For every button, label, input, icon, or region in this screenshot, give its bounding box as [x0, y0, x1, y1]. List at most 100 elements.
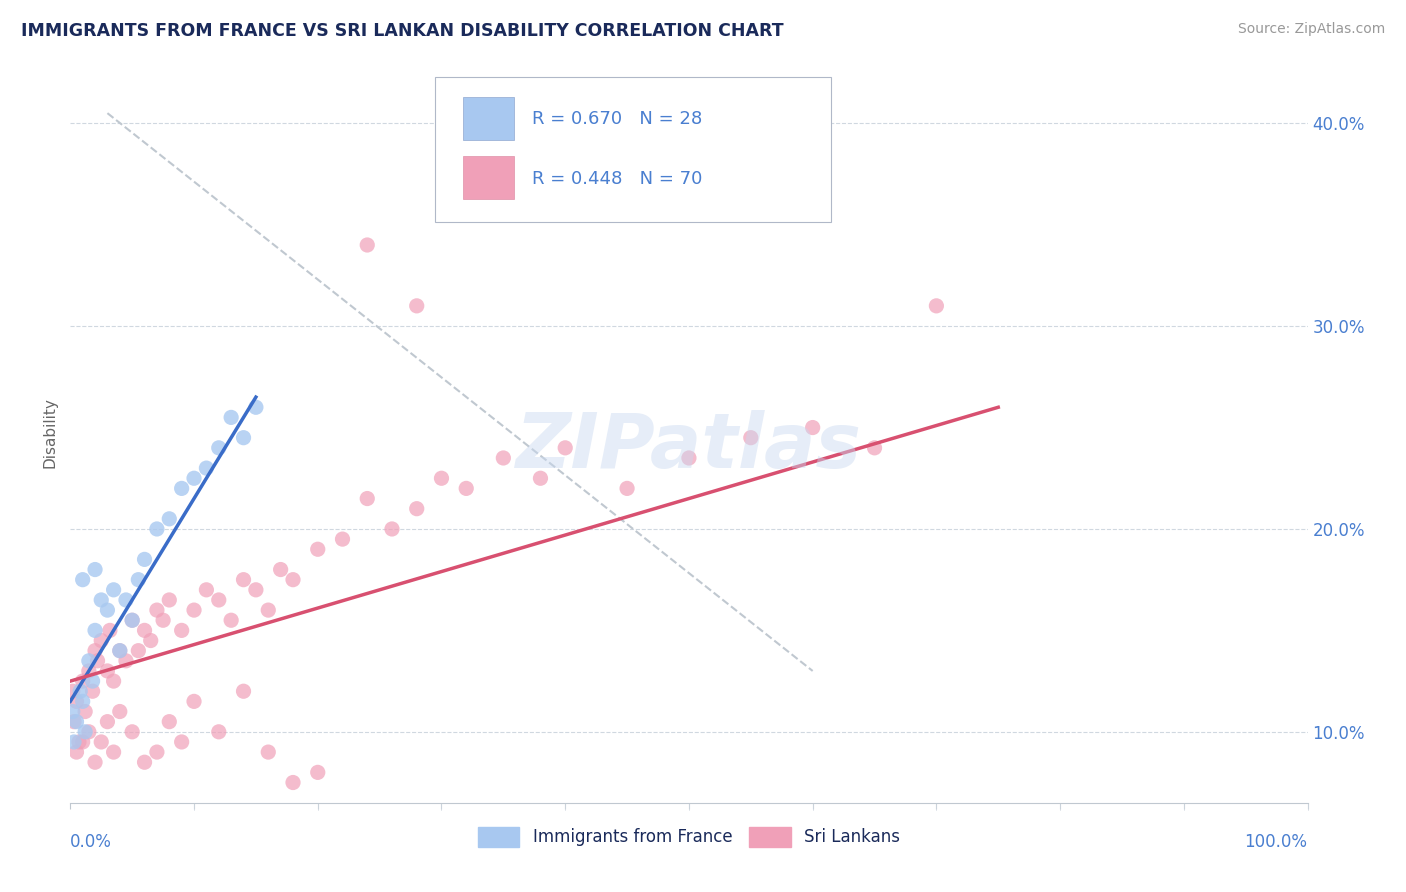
Point	[678, 450, 700, 465]
Point	[219, 410, 242, 425]
Point	[245, 582, 267, 597]
Point	[77, 664, 100, 678]
Point	[98, 624, 121, 638]
Point	[86, 654, 108, 668]
Point	[356, 491, 378, 506]
Point	[72, 674, 94, 689]
Text: 100.0%: 100.0%	[1244, 833, 1308, 851]
Point	[90, 735, 112, 749]
Point	[183, 694, 205, 708]
Point	[96, 714, 118, 729]
Point	[456, 482, 478, 496]
Point	[208, 441, 231, 455]
Point	[63, 714, 86, 729]
Point	[208, 593, 231, 607]
Point	[127, 573, 149, 587]
Point	[115, 654, 138, 668]
Point	[65, 694, 87, 708]
Point	[232, 573, 254, 587]
Point	[65, 714, 87, 729]
Point	[75, 705, 97, 719]
Text: ZIPatlas: ZIPatlas	[516, 410, 862, 484]
Point	[157, 593, 180, 607]
Point	[62, 705, 84, 719]
Point	[332, 532, 354, 546]
Point	[77, 654, 100, 668]
Point	[801, 420, 824, 434]
Point	[115, 593, 138, 607]
Point	[157, 714, 180, 729]
Point	[529, 471, 551, 485]
Point	[90, 633, 112, 648]
Point	[356, 238, 378, 252]
Point	[84, 624, 107, 638]
Point	[270, 562, 292, 576]
Point	[183, 471, 205, 485]
Point	[307, 765, 329, 780]
Point	[134, 552, 156, 566]
Point	[127, 643, 149, 657]
Point	[103, 674, 125, 689]
Point	[69, 684, 91, 698]
Point	[307, 542, 329, 557]
Y-axis label: Disability: Disability	[42, 397, 58, 468]
Point	[103, 582, 125, 597]
Point	[146, 522, 169, 536]
Point	[554, 441, 576, 455]
Point	[77, 724, 100, 739]
Point	[208, 724, 231, 739]
Point	[381, 522, 404, 536]
Point	[103, 745, 125, 759]
Point	[108, 643, 131, 657]
Point	[72, 735, 94, 749]
Point	[108, 643, 131, 657]
Point	[62, 684, 84, 698]
Text: R = 0.670   N = 28: R = 0.670 N = 28	[531, 110, 702, 128]
Text: IMMIGRANTS FROM FRANCE VS SRI LANKAN DISABILITY CORRELATION CHART: IMMIGRANTS FROM FRANCE VS SRI LANKAN DIS…	[21, 22, 783, 40]
FancyBboxPatch shape	[463, 156, 515, 200]
Point	[121, 724, 143, 739]
Text: Source: ZipAtlas.com: Source: ZipAtlas.com	[1237, 22, 1385, 37]
Point	[616, 482, 638, 496]
Point	[134, 756, 156, 770]
FancyBboxPatch shape	[436, 78, 831, 221]
Point	[67, 735, 90, 749]
Point	[405, 501, 427, 516]
Point	[72, 573, 94, 587]
Point	[492, 450, 515, 465]
Text: R = 0.448   N = 70: R = 0.448 N = 70	[531, 169, 702, 187]
Point	[405, 299, 427, 313]
Point	[90, 593, 112, 607]
Point	[170, 735, 193, 749]
Point	[232, 431, 254, 445]
Point	[183, 603, 205, 617]
Point	[281, 775, 304, 789]
Point	[152, 613, 174, 627]
Point	[134, 624, 156, 638]
Legend: Immigrants from France, Sri Lankans: Immigrants from France, Sri Lankans	[471, 820, 907, 854]
Point	[139, 633, 162, 648]
Point	[257, 603, 280, 617]
Point	[108, 705, 131, 719]
Point	[72, 694, 94, 708]
Point	[84, 643, 107, 657]
Point	[195, 461, 218, 475]
Point	[863, 441, 886, 455]
Point	[430, 471, 453, 485]
Point	[245, 401, 267, 415]
Point	[157, 512, 180, 526]
Point	[96, 664, 118, 678]
Point	[63, 735, 86, 749]
Point	[925, 299, 948, 313]
Point	[75, 724, 97, 739]
Point	[65, 745, 87, 759]
Point	[84, 756, 107, 770]
Point	[170, 624, 193, 638]
Point	[195, 582, 218, 597]
Text: 0.0%: 0.0%	[70, 833, 112, 851]
Point	[146, 745, 169, 759]
Point	[740, 431, 762, 445]
Point	[84, 562, 107, 576]
Point	[96, 603, 118, 617]
FancyBboxPatch shape	[463, 97, 515, 140]
